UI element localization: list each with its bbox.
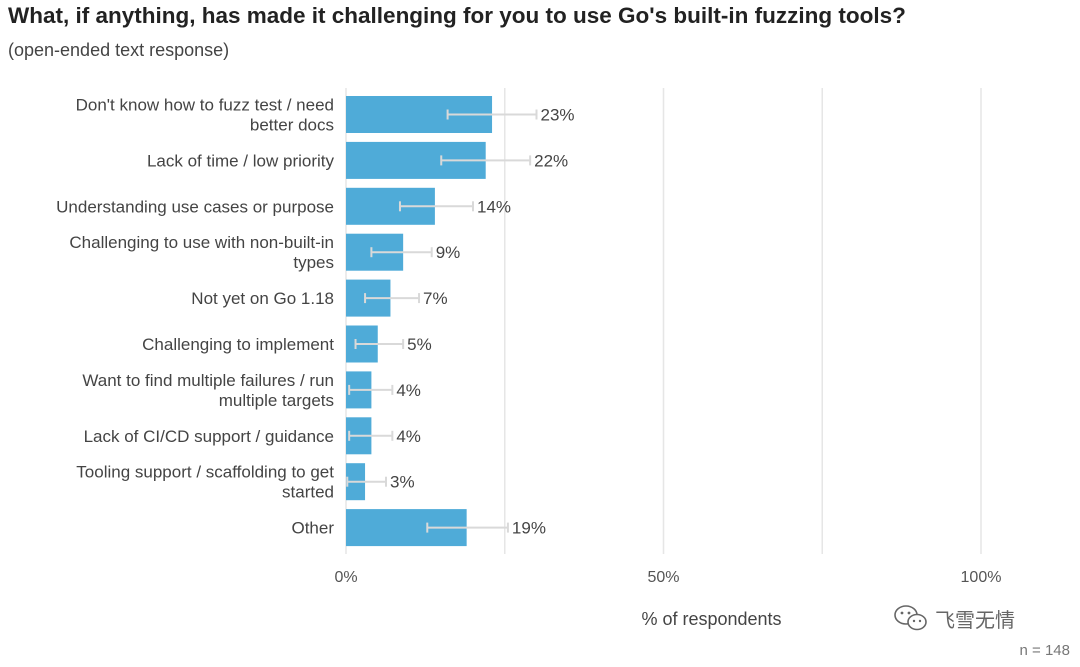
category-label-9-line-2: started [282, 483, 334, 502]
wechat-icon [894, 605, 927, 631]
x-axis-title: % of respondents [641, 609, 781, 629]
category-label-8: Lack of CI/CD support / guidance [84, 427, 334, 446]
value-label-4: 9% [436, 243, 461, 262]
value-label-8: 4% [396, 427, 421, 446]
category-label-2: Lack of time / low priority [147, 151, 335, 170]
watermark-text: 飞雪无情 [935, 609, 1015, 632]
category-label-10: Other [291, 519, 334, 538]
value-label-10: 19% [512, 519, 546, 538]
category-label-9-line-1: Tooling support / scaffolding to get [76, 463, 334, 482]
value-label-9: 3% [390, 473, 415, 492]
x-tick-label-50: 50% [647, 569, 679, 586]
value-label-7: 4% [396, 381, 421, 400]
chart-title: What, if anything, has made it challengi… [8, 3, 906, 28]
value-label-2: 22% [534, 151, 568, 170]
category-label-1-line-1: Don't know how to fuzz test / need [76, 96, 334, 115]
value-label-1: 23% [541, 106, 575, 125]
sample-size-label: n = 148 [1019, 642, 1070, 659]
x-tick-label-0: 0% [334, 569, 357, 586]
x-tick-label-100: 100% [961, 569, 1002, 586]
category-label-6: Challenging to implement [142, 335, 334, 354]
category-label-1-line-2: better docs [250, 116, 334, 135]
value-label-5: 7% [423, 289, 448, 308]
chart-subtitle: (open-ended text response) [8, 40, 230, 60]
category-label-3: Understanding use cases or purpose [56, 197, 334, 216]
value-label-3: 14% [477, 197, 511, 216]
category-label-4-line-1: Challenging to use with non-built-in [69, 233, 334, 252]
value-label-6: 5% [407, 335, 432, 354]
category-label-5: Not yet on Go 1.18 [191, 289, 334, 308]
category-label-7-line-2: multiple targets [219, 391, 334, 410]
category-label-4-line-2: types [293, 253, 334, 272]
watermark: 飞雪无情 [893, 603, 1015, 633]
category-label-7-line-1: Want to find multiple failures / run [82, 371, 334, 390]
